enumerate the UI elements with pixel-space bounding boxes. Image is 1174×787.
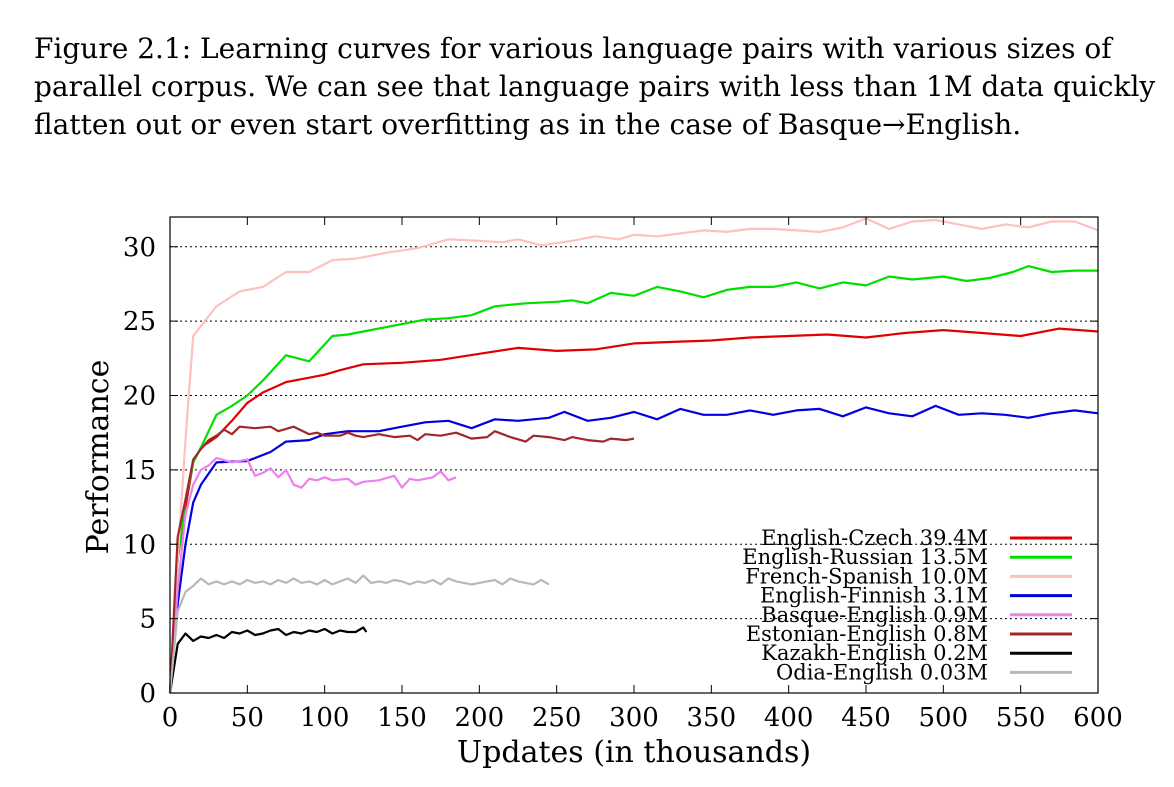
x-tick-label: 350 — [687, 703, 737, 733]
legend-label-3: English-Finnish 3.1M — [760, 584, 988, 608]
x-tick-label: 250 — [532, 703, 582, 733]
x-tick-label: 550 — [996, 703, 1046, 733]
x-axis-label: Updates (in thousands) — [457, 735, 811, 770]
series-line-7 — [168, 574, 550, 694]
x-tick-label: 150 — [377, 703, 427, 733]
legend-label-1: English-Russian 13.5M — [742, 545, 988, 569]
y-tick-label: 25 — [123, 307, 156, 337]
series-line-5 — [168, 425, 635, 694]
x-tick-label: 100 — [300, 703, 350, 733]
y-tick-label: 0 — [139, 679, 156, 709]
x-tick-label: 300 — [609, 703, 659, 733]
x-tick-label: 400 — [764, 703, 814, 733]
y-tick-label: 15 — [123, 456, 156, 486]
series-line-3 — [168, 404, 1099, 694]
y-tick-label: 10 — [123, 530, 156, 560]
x-tick-label: 50 — [231, 703, 264, 733]
series-line-4 — [168, 456, 457, 694]
x-tick-label: 0 — [162, 703, 179, 733]
legend-label-6: Kazakh-English 0.2M — [761, 641, 988, 665]
legend-label-5: Estonian-English 0.8M — [746, 622, 988, 646]
x-tick-label: 500 — [919, 703, 969, 733]
figure-caption: Figure 2.1: Learning curves for various … — [34, 32, 1156, 141]
legend-label-0: English-Czech 39.4M — [761, 526, 988, 550]
x-tick-label: 450 — [841, 703, 891, 733]
x-tick-label: 200 — [455, 703, 505, 733]
y-tick-label: 5 — [139, 605, 156, 635]
series-line-2 — [168, 217, 1099, 694]
y-tick-label: 30 — [123, 233, 156, 263]
series-lines — [168, 217, 1099, 694]
y-tick-label: 20 — [123, 382, 156, 412]
series-line-1 — [168, 265, 1098, 694]
legend-label-2: French-Spanish 10.0M — [745, 564, 988, 588]
y-axis-label: Performance — [81, 360, 116, 555]
x-tick-label: 600 — [1073, 703, 1123, 733]
legend-label-4: Basque-English 0.9M — [761, 603, 988, 627]
legend-label-7: Odia-English 0.03M — [776, 660, 988, 684]
series-line-6 — [168, 626, 368, 694]
axes — [169, 216, 1099, 694]
